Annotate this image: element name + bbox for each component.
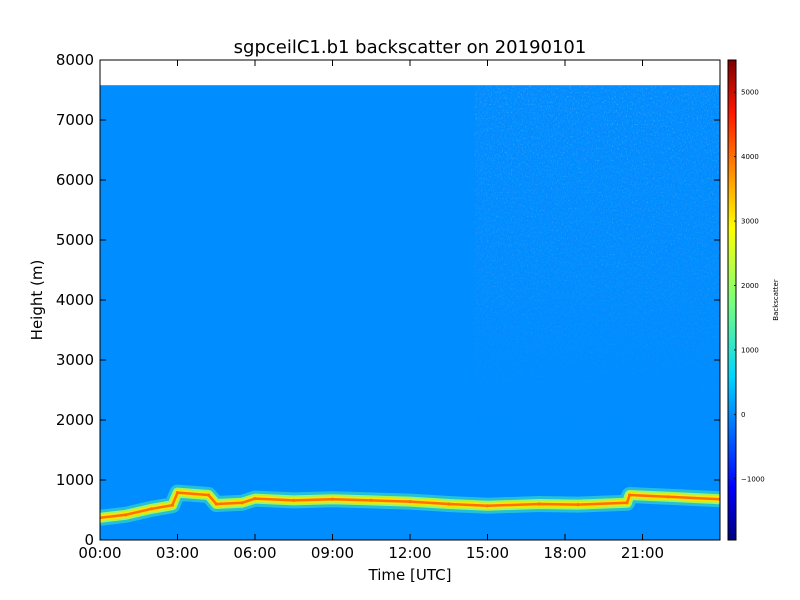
cloud-layer-point bbox=[124, 513, 128, 517]
y-tick-label: 7000 bbox=[56, 111, 94, 129]
colorbar-tick-label: 2000 bbox=[741, 282, 759, 290]
colorbar-gradient bbox=[728, 60, 736, 540]
colorbar-tick-label: 0 bbox=[741, 411, 745, 419]
x-axis-label: Time [UTC] bbox=[368, 566, 452, 584]
heatmap-noise-speckle bbox=[474, 85, 720, 432]
x-tick-label: 12:00 bbox=[388, 544, 431, 562]
colorbar-label: Backscatter bbox=[772, 279, 780, 321]
colorbar-tick-label: 1000 bbox=[741, 346, 759, 354]
y-axis-label: Height (m) bbox=[28, 260, 46, 341]
x-tick-label: 06:00 bbox=[233, 544, 276, 562]
cloud-layer-point bbox=[576, 503, 580, 507]
y-tick-label: 0 bbox=[84, 531, 94, 549]
cloud-layer-point bbox=[214, 502, 218, 506]
cloud-layer-point bbox=[625, 501, 629, 505]
cloud-layer-point bbox=[253, 497, 257, 501]
cloud-layer-point bbox=[150, 507, 154, 511]
chart-title: sgpceilC1.b1 backscatter on 20190101 bbox=[234, 37, 587, 58]
cloud-layer-point bbox=[627, 493, 632, 497]
x-tick-label: 15:00 bbox=[466, 544, 509, 562]
cloud-layer-point bbox=[485, 504, 490, 508]
colorbar-tick-label: 4000 bbox=[741, 153, 759, 161]
cloud-layer-point bbox=[170, 503, 174, 507]
x-tick-label: 03:00 bbox=[156, 544, 199, 562]
cloud-layer-point bbox=[240, 501, 244, 505]
cloud-layer-point bbox=[175, 491, 180, 495]
cloud-layer-point bbox=[206, 493, 211, 497]
y-axis: 0 1000 2000 3000 4000 5000 6000 7000 8000 bbox=[56, 51, 720, 549]
y-tick-label: 6000 bbox=[56, 171, 94, 189]
y-tick-label: 2000 bbox=[56, 411, 94, 429]
y-tick-label: 1000 bbox=[56, 471, 94, 489]
x-tick-label: 18:00 bbox=[543, 544, 586, 562]
y-tick-label: 4000 bbox=[56, 291, 94, 309]
cloud-layer-point bbox=[292, 498, 296, 502]
cloud-layer-point bbox=[447, 502, 451, 506]
colorbar: −1000 0 1000 2000 3000 4000 5000 Backscatter bbox=[727, 59, 780, 541]
cloud-layer-point bbox=[369, 498, 373, 502]
cloud-layer-point bbox=[666, 495, 670, 499]
y-tick-label: 3000 bbox=[56, 351, 94, 369]
plot-area bbox=[100, 85, 720, 540]
colorbar-tick-label: 5000 bbox=[741, 89, 759, 97]
colorbar-tick-label: 3000 bbox=[741, 218, 759, 226]
colorbar-frame bbox=[727, 59, 737, 541]
y-tick-label: 5000 bbox=[56, 231, 94, 249]
cloud-layer-point bbox=[330, 497, 335, 501]
colorbar-ticks: −1000 0 1000 2000 3000 4000 5000 bbox=[734, 89, 765, 483]
x-tick-label: 09:00 bbox=[311, 544, 354, 562]
cloud-layer-point bbox=[537, 502, 541, 506]
x-tick-label: 00:00 bbox=[78, 544, 121, 562]
x-axis: 00:00 03:00 06:00 09:00 12:00 15:00 18:00 21:00 bbox=[78, 60, 664, 562]
x-tick-label: 21:00 bbox=[621, 544, 664, 562]
y-tick-label: 8000 bbox=[56, 51, 94, 69]
colorbar-tick-label: −1000 bbox=[741, 475, 765, 483]
cloud-layer bbox=[100, 484, 720, 526]
cloud-layer-point bbox=[408, 500, 412, 504]
